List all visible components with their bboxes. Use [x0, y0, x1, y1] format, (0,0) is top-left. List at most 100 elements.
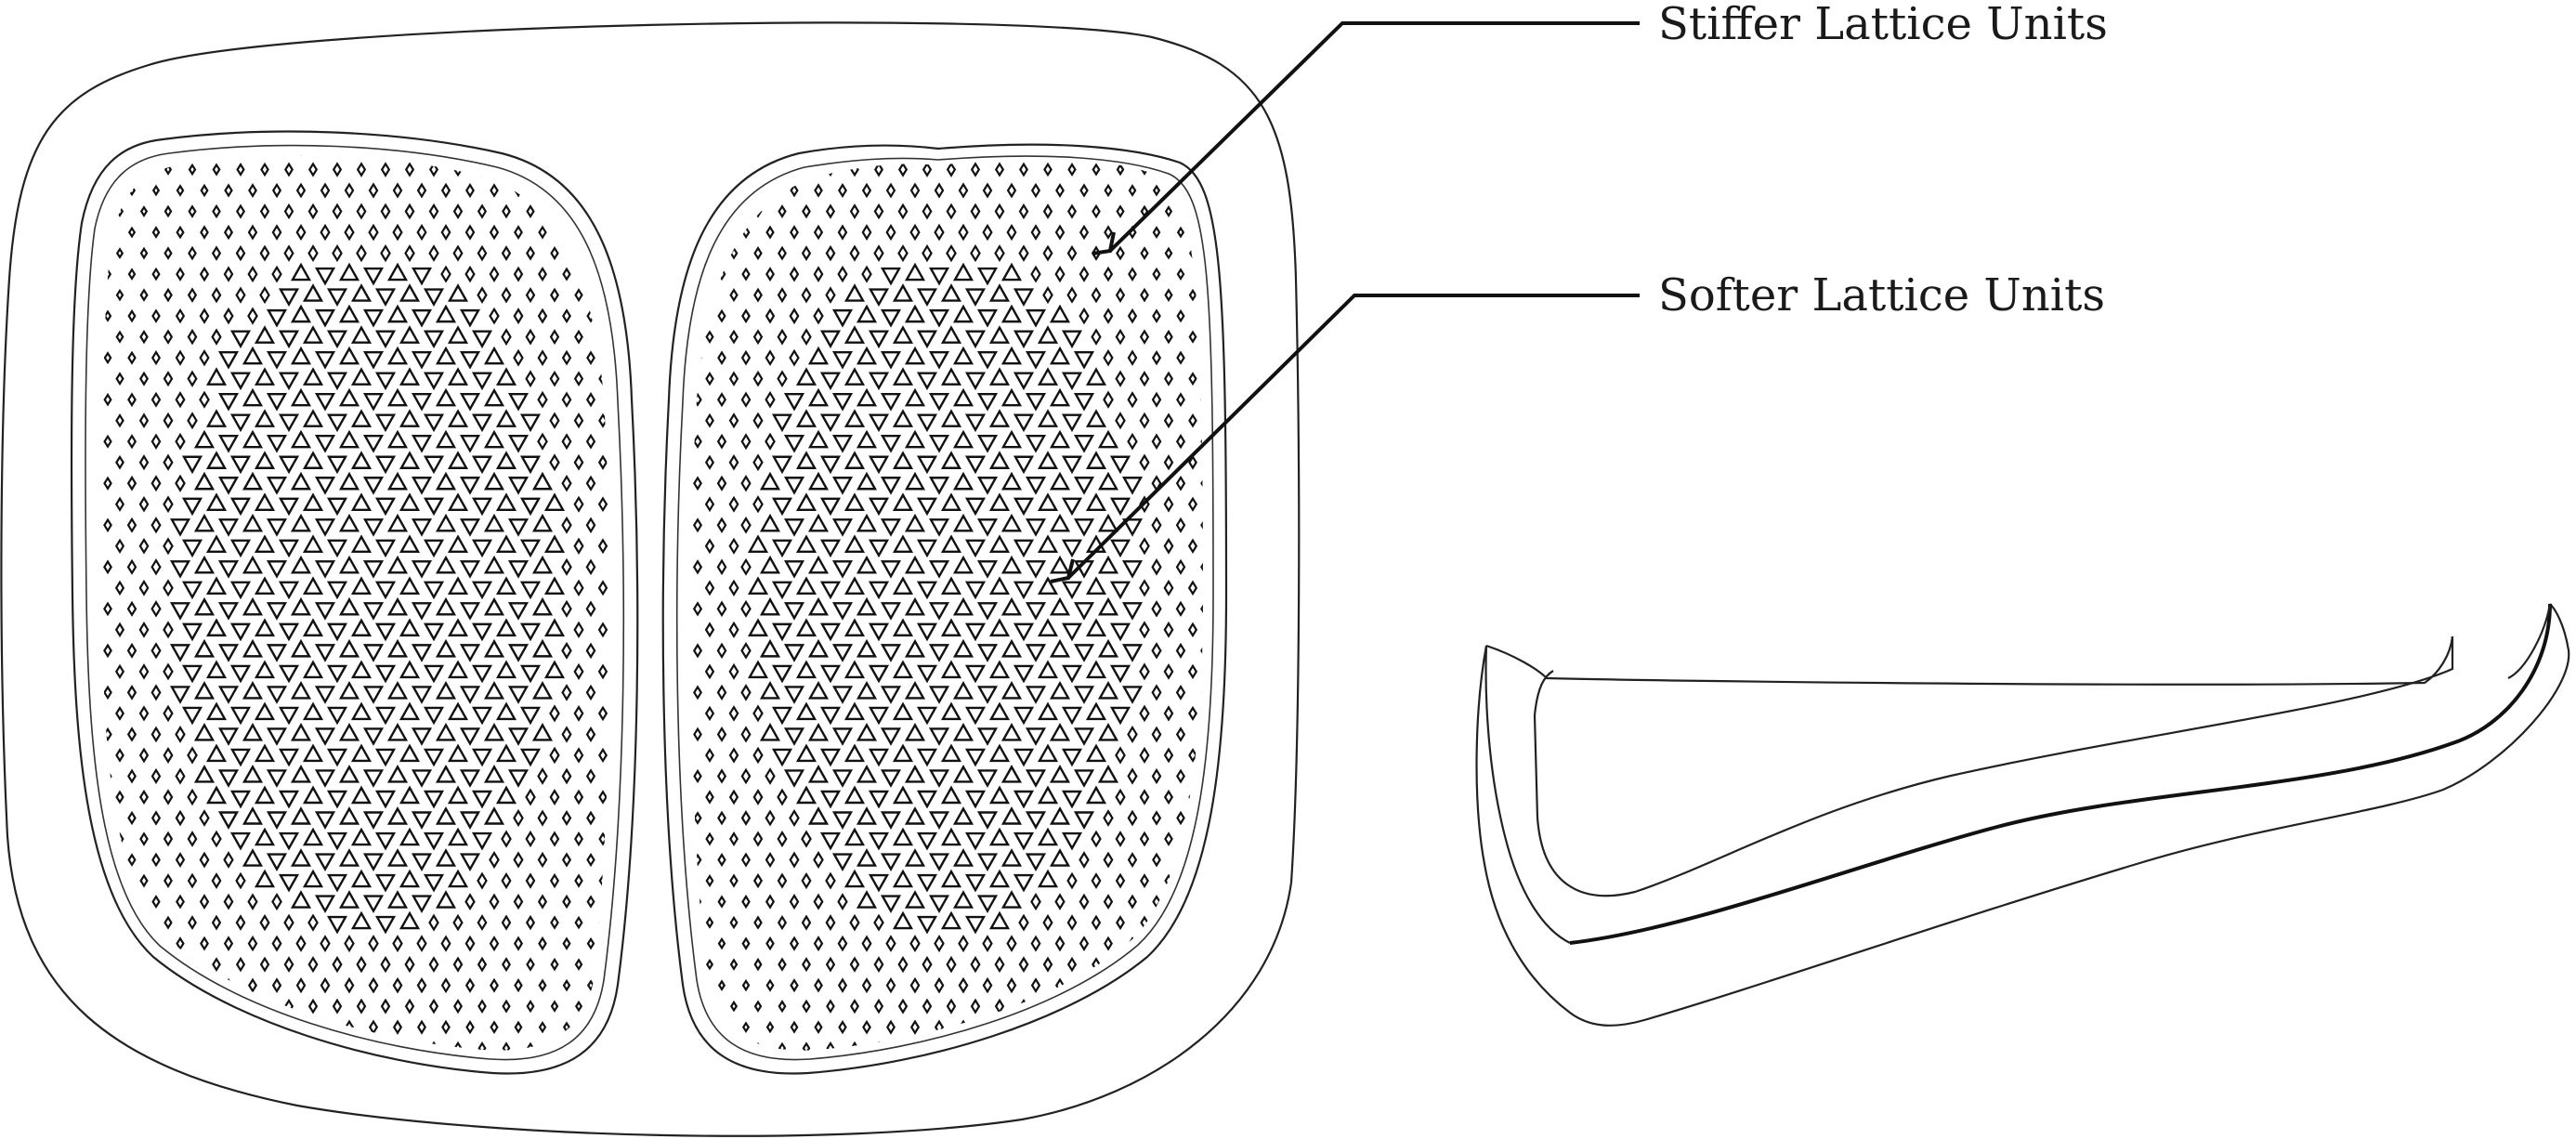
lattice-cell [861, 265, 872, 283]
lattice-cell [704, 622, 715, 638]
lattice-cell [561, 516, 572, 534]
lattice-cell [127, 1021, 137, 1033]
lattice-cell [831, 477, 854, 495]
lattice-cell [447, 827, 469, 846]
lattice-cell [537, 432, 548, 451]
lattice-cell [452, 956, 464, 973]
lattice-cell [838, 183, 847, 199]
lattice-cell [428, 913, 439, 932]
lattice-cell [150, 475, 162, 492]
lattice-cell [940, 660, 962, 679]
lattice-cell [332, 162, 343, 177]
lattice-cell [964, 748, 987, 767]
lattice-cell [283, 913, 294, 932]
lattice-cell [362, 350, 385, 370]
lattice-cell [115, 748, 124, 763]
lattice-cell [729, 915, 739, 930]
lattice-cell [1202, 145, 1208, 153]
lattice-cell [1151, 517, 1162, 534]
lattice-cell [1061, 664, 1083, 684]
lattice-cell [115, 1000, 124, 1013]
lattice-cell [964, 706, 987, 726]
lattice-cell [728, 371, 739, 386]
lattice-cell [127, 810, 137, 826]
lattice-cell [199, 809, 210, 827]
lattice-cell [767, 145, 773, 153]
lattice-cell [260, 1041, 269, 1051]
lattice-cell [1128, 894, 1137, 910]
lattice-cell [1054, 977, 1066, 993]
lattice-cell [729, 246, 739, 260]
lattice-cell [1000, 346, 1023, 365]
lattice-cell [386, 680, 409, 700]
lattice-cell [163, 453, 174, 471]
lattice-cell [1200, 643, 1203, 659]
lattice-cell [314, 267, 336, 286]
seat-outline [0, 21, 1301, 1137]
lattice-cell [495, 618, 517, 637]
lattice-cell [952, 723, 974, 741]
lattice-cell [138, 747, 150, 764]
lattice-cell [212, 1041, 221, 1051]
lattice-cell [752, 789, 764, 805]
lattice-cell [483, 346, 505, 365]
lattice-cell [411, 267, 433, 286]
lattice-cell [819, 664, 842, 684]
lattice-cell [1104, 225, 1113, 240]
lattice-cell [807, 680, 830, 700]
lattice-cell [612, 187, 618, 195]
lattice-cell [247, 977, 258, 993]
lattice-cell [127, 392, 137, 408]
lattice-cell [874, 1041, 883, 1051]
lattice-cell [1176, 350, 1185, 365]
lattice-cell [416, 976, 427, 994]
lattice-cell [1164, 329, 1173, 345]
lattice-cell [1000, 429, 1023, 449]
lattice-cell [597, 622, 608, 638]
lattice-cell [103, 727, 112, 742]
lattice-cell [717, 936, 726, 950]
lattice-cell [964, 664, 987, 684]
lattice-cell [1139, 789, 1150, 805]
lattice-cell [976, 686, 999, 704]
lattice-cell [1163, 495, 1174, 513]
lattice-cell [928, 686, 950, 704]
lattice-cell [612, 1023, 618, 1031]
lattice-cell [904, 429, 926, 449]
lattice-cell [211, 872, 222, 889]
lattice-cell [1097, 513, 1119, 532]
lattice-cell [795, 618, 817, 637]
lattice-cell [868, 413, 890, 433]
lattice-cell [1066, 956, 1078, 973]
lattice-cell [778, 957, 787, 972]
lattice-cell [247, 307, 258, 325]
lattice-cell [507, 560, 530, 579]
lattice-cell [151, 267, 161, 281]
lattice-cell [326, 539, 348, 558]
lattice-cell [471, 372, 493, 391]
lattice-cell [1049, 680, 1071, 700]
lattice-cell [229, 664, 252, 684]
lattice-cell [705, 873, 714, 888]
lattice-cell [150, 642, 162, 660]
lattice-cell [1214, 165, 1220, 174]
lattice-cell [728, 705, 739, 722]
lattice-cell [1000, 723, 1023, 741]
lattice-cell [597, 747, 608, 764]
lattice-cell [490, 1020, 499, 1035]
lattice-cell [1019, 162, 1028, 177]
lattice-cell [819, 539, 842, 558]
lattice-cell [483, 680, 505, 700]
lattice-cell [1000, 680, 1023, 700]
lattice-cell [459, 769, 481, 788]
lattice-cell [127, 937, 137, 950]
lattice-cell [217, 644, 240, 662]
lattice-cell [242, 638, 264, 658]
lattice-cell [502, 1041, 511, 1051]
lattice-cell [778, 1000, 787, 1014]
lattice-cell [266, 769, 288, 788]
lattice-cell [411, 895, 433, 914]
lattice-cell [976, 267, 999, 286]
lattice-cell [922, 998, 933, 1015]
lattice-cell [356, 203, 367, 220]
